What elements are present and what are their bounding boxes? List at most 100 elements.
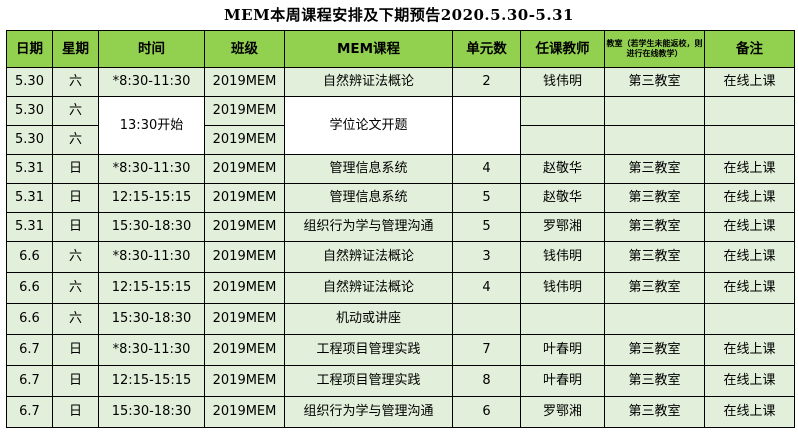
cell-note: 在线上课 <box>704 241 795 273</box>
cell-course: 管理信息系统 <box>284 154 453 184</box>
cell-classroom: 第三教室 <box>604 334 705 366</box>
cell-classroom <box>604 303 705 335</box>
header-course: MEM课程 <box>284 30 453 68</box>
cell-course: 组织行为学与管理沟通 <box>284 396 453 428</box>
cell-date: 5.31 <box>6 212 53 242</box>
cell-units: 5 <box>452 183 521 213</box>
schedule-table: 日期 星期 时间 班级 MEM课程 单元数 任课教师 教室（若学生未能返校，则进… <box>6 30 795 428</box>
table-row: 6.7 日 *8:30-11:30 2019MEM 工程项目管理实践 7 叶春明… <box>6 334 795 366</box>
table-row: 6.6 六 12:15-15:15 2019MEM 自然辨证法概论 4 钱伟明 … <box>6 272 795 304</box>
cell-weekday: 六 <box>52 272 99 304</box>
table-row: 5.30 六 *8:30-11:30 2019MEM 自然辨证法概论 2 钱伟明… <box>6 67 795 97</box>
cell-units: 7 <box>452 334 521 366</box>
cell-units: 4 <box>452 154 521 184</box>
cell-class: 2019MEM <box>204 272 285 304</box>
cell-weekday: 日 <box>52 365 99 397</box>
cell-note: 在线上课 <box>704 365 795 397</box>
cell-classroom <box>604 96 705 126</box>
cell-date: 5.30 <box>6 96 53 126</box>
cell-course: 学位论文开题 <box>284 96 453 155</box>
cell-course: 工程项目管理实践 <box>284 334 453 366</box>
header-note: 备注 <box>704 30 795 68</box>
cell-note: 在线上课 <box>704 334 795 366</box>
cell-note <box>704 303 795 335</box>
cell-date: 5.30 <box>6 125 53 155</box>
cell-teacher: 赵敬华 <box>520 154 605 184</box>
cell-weekday: 六 <box>52 303 99 335</box>
cell-teacher <box>520 96 605 126</box>
cell-course: 自然辨证法概论 <box>284 67 453 97</box>
cell-class: 2019MEM <box>204 183 285 213</box>
cell-class: 2019MEM <box>204 334 285 366</box>
cell-classroom: 第三教室 <box>604 154 705 184</box>
cell-weekday: 日 <box>52 154 99 184</box>
cell-units: 6 <box>452 396 521 428</box>
cell-units <box>452 96 521 155</box>
header-time: 时间 <box>98 30 205 68</box>
header-class: 班级 <box>204 30 285 68</box>
header-weekday: 星期 <box>52 30 99 68</box>
cell-time: *8:30-11:30 <box>98 241 205 273</box>
cell-time: 12:15-15:15 <box>98 272 205 304</box>
cell-weekday: 六 <box>52 125 99 155</box>
header-teacher: 任课教师 <box>520 30 605 68</box>
cell-date: 5.31 <box>6 154 53 184</box>
cell-units: 8 <box>452 365 521 397</box>
cell-date: 6.7 <box>6 365 53 397</box>
cell-time: 15:30-18:30 <box>98 396 205 428</box>
cell-class: 2019MEM <box>204 154 285 184</box>
cell-date: 6.6 <box>6 272 53 304</box>
cell-note <box>704 96 795 126</box>
header-row: 日期 星期 时间 班级 MEM课程 单元数 任课教师 教室（若学生未能返校，则进… <box>6 30 795 68</box>
cell-classroom: 第三教室 <box>604 241 705 273</box>
cell-course: 工程项目管理实践 <box>284 365 453 397</box>
cell-date: 5.31 <box>6 183 53 213</box>
cell-class: 2019MEM <box>204 365 285 397</box>
table-row: 6.6 六 *8:30-11:30 2019MEM 自然辨证法概论 3 钱伟明 … <box>6 241 795 273</box>
cell-teacher: 叶春明 <box>520 365 605 397</box>
table-row: 5.31 日 15:30-18:30 2019MEM 组织行为学与管理沟通 5 … <box>6 212 795 242</box>
cell-teacher <box>520 125 605 155</box>
schedule-title: MEM本周课程安排及下期预告2020.5.30-5.31 <box>224 6 574 24</box>
table-row: 5.31 日 12:15-15:15 2019MEM 管理信息系统 5 赵敬华 … <box>6 183 795 213</box>
table-row: 5.31 日 *8:30-11:30 2019MEM 管理信息系统 4 赵敬华 … <box>6 154 795 184</box>
table-row: 5.30 六 13:30开始 2019MEM 学位论文开题 <box>6 96 795 155</box>
table-row: 6.7 日 15:30-18:30 2019MEM 组织行为学与管理沟通 6 罗… <box>6 396 795 428</box>
cell-classroom: 第三教室 <box>604 365 705 397</box>
cell-weekday: 日 <box>52 334 99 366</box>
cell-teacher: 罗鄂湘 <box>520 396 605 428</box>
cell-weekday: 日 <box>52 212 99 242</box>
cell-classroom: 第三教室 <box>604 396 705 428</box>
cell-units <box>452 303 521 335</box>
cell-weekday: 六 <box>52 67 99 97</box>
cell-time: 15:30-18:30 <box>98 303 205 335</box>
cell-time: 12:15-15:15 <box>98 183 205 213</box>
cell-time: 15:30-18:30 <box>98 212 205 242</box>
cell-teacher: 叶春明 <box>520 334 605 366</box>
cell-note: 在线上课 <box>704 154 795 184</box>
header-classroom: 教室（若学生未能返校，则进行在线教学） <box>604 30 705 68</box>
cell-class: 2019MEM <box>204 212 285 242</box>
cell-teacher: 钱伟明 <box>520 272 605 304</box>
cell-class: 2019MEM <box>204 396 285 428</box>
cell-class: 2019MEM <box>204 125 285 155</box>
cell-teacher: 钱伟明 <box>520 241 605 273</box>
header-date: 日期 <box>6 30 53 68</box>
cell-weekday: 日 <box>52 183 99 213</box>
cell-course: 自然辨证法概论 <box>284 272 453 304</box>
header-units: 单元数 <box>452 30 521 68</box>
cell-class: 2019MEM <box>204 96 285 126</box>
cell-class: 2019MEM <box>204 303 285 335</box>
cell-note <box>704 125 795 155</box>
cell-course: 自然辨证法概论 <box>284 241 453 273</box>
cell-note: 在线上课 <box>704 396 795 428</box>
cell-teacher: 钱伟明 <box>520 67 605 97</box>
cell-units: 5 <box>452 212 521 242</box>
cell-time: 13:30开始 <box>98 96 205 155</box>
cell-teacher: 罗鄂湘 <box>520 212 605 242</box>
cell-note: 在线上课 <box>704 272 795 304</box>
cell-weekday: 六 <box>52 241 99 273</box>
cell-teacher <box>520 303 605 335</box>
cell-course: 机动或讲座 <box>284 303 453 335</box>
cell-course: 管理信息系统 <box>284 183 453 213</box>
